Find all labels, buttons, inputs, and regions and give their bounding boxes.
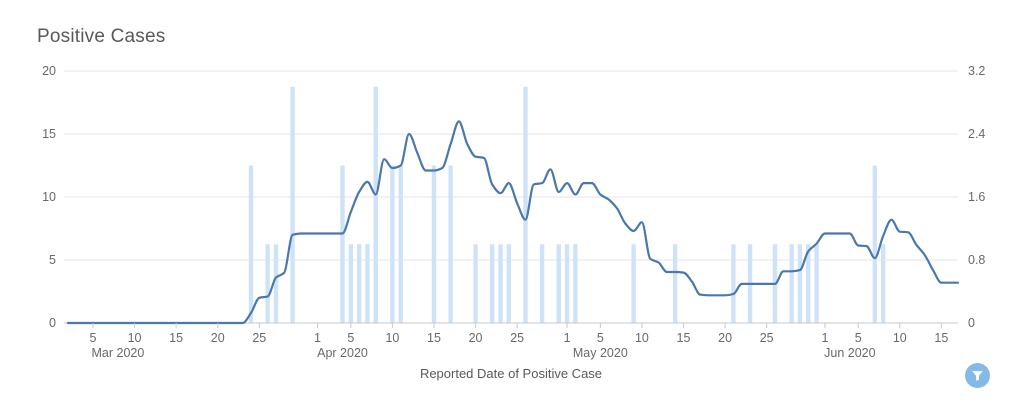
daily-case-bar[interactable] [390,165,395,324]
daily-case-bar[interactable] [290,86,295,323]
x-tick-label: 25 [760,331,774,345]
x-tick-label: 1 [564,331,571,345]
y-axis-label-right: 0.8 [968,253,985,267]
daily-case-bar[interactable] [797,244,803,323]
trend-line[interactable] [66,120,960,325]
daily-case-bar[interactable] [506,244,512,323]
x-tick-label: 10 [893,331,907,345]
x-tick-label: 25 [510,331,524,345]
x-tick-label: 20 [718,331,732,345]
y-axis-label-right: 0 [968,316,975,330]
filter-icon [972,371,983,381]
y-axis-label-left: 10 [42,190,56,204]
x-tick-label: 15 [934,331,948,345]
daily-case-bar[interactable] [365,244,370,323]
x-axis-title: Reported Date of Positive Case [419,366,603,381]
y-axis-label-left: 0 [49,316,56,330]
daily-case-bar[interactable] [348,244,354,323]
daily-case-bar[interactable] [273,244,279,323]
daily-case-bar[interactable] [265,244,270,323]
x-tick-label: 10 [385,331,399,345]
daily-case-bar[interactable] [556,244,561,323]
daily-case-bar[interactable] [631,244,636,323]
y-axis-label-left: 20 [42,64,56,78]
daily-case-bar[interactable] [448,165,453,324]
daily-case-bar[interactable] [373,86,378,323]
daily-case-bar[interactable] [806,244,811,323]
x-tick-label: 10 [128,331,142,345]
daily-case-bar[interactable] [523,86,528,323]
daily-case-bar[interactable] [473,244,478,323]
daily-case-bar[interactable] [248,165,254,324]
x-tick-label: 5 [855,331,862,345]
x-tick-label: 25 [252,331,266,345]
x-tick-label: 10 [635,331,649,345]
month-label: Jun 2020 [824,346,875,360]
daily-case-bar[interactable] [789,244,794,323]
daily-case-bar[interactable] [573,244,578,323]
y-axis-label-right: 3.2 [968,64,985,78]
x-tick-label: 15 [169,331,183,345]
daily-case-bar[interactable] [431,165,437,324]
daily-case-bar[interactable] [814,244,819,323]
x-tick-label: 20 [469,331,483,345]
x-tick-label: 5 [597,331,604,345]
daily-case-bar[interactable] [539,244,545,323]
daily-case-bar[interactable] [356,244,362,323]
daily-case-bar[interactable] [672,244,678,323]
x-tick-label: 1 [314,331,321,345]
y-axis-label-right: 2.4 [968,127,985,141]
x-tick-label: 20 [211,331,225,345]
daily-case-bar[interactable] [340,165,345,324]
x-tick-label: 1 [821,331,828,345]
x-tick-label: 5 [89,331,96,345]
filter-button[interactable] [965,363,990,388]
x-tick-label: 15 [427,331,441,345]
daily-case-bar[interactable] [872,165,878,324]
chart-title: Positive Cases [37,26,166,47]
daily-case-bar[interactable] [731,244,736,323]
x-tick-label: 15 [677,331,691,345]
month-label: Mar 2020 [92,346,145,360]
daily-case-bar[interactable] [398,165,403,324]
month-label: Apr 2020 [317,346,368,360]
y-axis-label-right: 1.6 [968,190,985,204]
daily-case-bar[interactable] [880,244,886,323]
month-label: May 2020 [573,346,628,360]
y-axis-label-left: 5 [49,253,56,267]
y-axis-label-left: 15 [42,127,56,141]
daily-case-bar[interactable] [498,244,503,323]
daily-case-bar[interactable] [490,244,495,323]
x-tick-label: 5 [347,331,354,345]
daily-case-bar[interactable] [564,244,570,323]
